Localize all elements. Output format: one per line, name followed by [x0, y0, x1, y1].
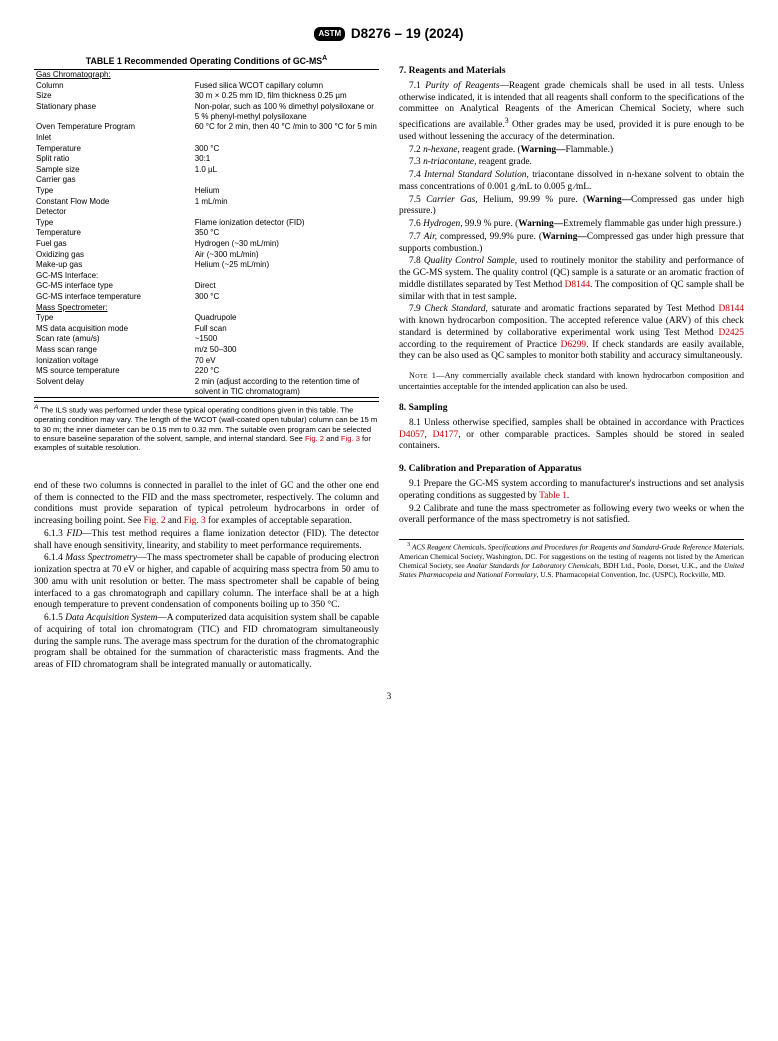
section-7-heading: 7. Reagents and Materials [399, 65, 744, 77]
footnote-3: 3 ACS Reagent Chemicals, Specifications … [399, 539, 744, 579]
page-number: 3 [34, 691, 744, 702]
section-8-heading: 8. Sampling [399, 402, 744, 414]
fig2-link[interactable]: Fig. 2 [305, 434, 324, 443]
doc-number: D8276 – 19 (2024) [351, 26, 464, 41]
d2425-link[interactable]: D2425 [718, 328, 744, 338]
table-footnote: A The ILS study was performed under thes… [34, 401, 379, 453]
fig3-link-2[interactable]: Fig. 3 [184, 516, 206, 526]
table-title: TABLE 1 Recommended Operating Conditions… [34, 55, 379, 67]
note-1: Note 1—Any commercially available check … [399, 371, 744, 392]
table1-link[interactable]: Table 1 [539, 491, 567, 501]
right-body: 7.1 Purity of Reagents—Reagent grade che… [399, 81, 744, 363]
d4057-link[interactable]: D4057 [399, 430, 425, 440]
astm-logo: ASTM [314, 27, 345, 41]
d6299-link[interactable]: D6299 [561, 340, 587, 350]
conditions-table: Gas Chromatograph:ColumnFused silica WCO… [34, 69, 379, 398]
left-body: end of these two columns is connected in… [34, 481, 379, 672]
d8144-link[interactable]: D8144 [565, 280, 591, 290]
page-header: ASTM D8276 – 19 (2024) [34, 26, 744, 43]
d8144-link-2[interactable]: D8144 [718, 304, 744, 314]
fig3-link[interactable]: Fig. 3 [341, 434, 360, 443]
fig2-link-2[interactable]: Fig. 2 [144, 516, 166, 526]
d4177-link[interactable]: D4177 [433, 430, 459, 440]
section-9-heading: 9. Calibration and Preparation of Appara… [399, 463, 744, 475]
